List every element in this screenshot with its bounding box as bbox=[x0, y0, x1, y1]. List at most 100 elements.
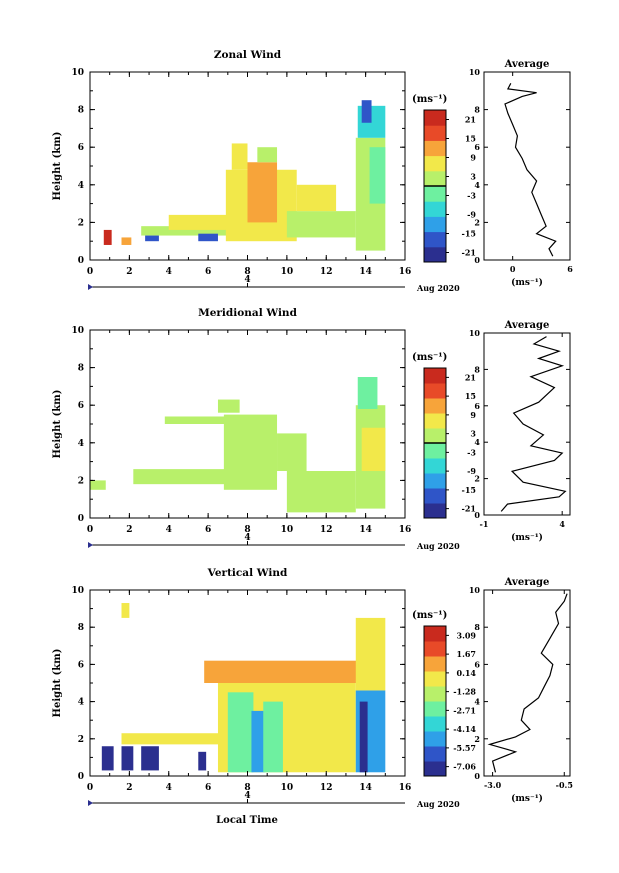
colorbar-unit: (ms⁻¹) bbox=[412, 94, 447, 105]
colorbar-segment bbox=[424, 246, 446, 263]
average-y-tick-label: 8 bbox=[474, 105, 480, 115]
heatmap-cell bbox=[257, 147, 278, 163]
average-y-tick-label: 4 bbox=[474, 697, 480, 707]
x-tick-label: 12 bbox=[320, 525, 333, 535]
colorbar-tick-label: 1.67 bbox=[457, 649, 476, 659]
average-x-tick-label: 6 bbox=[567, 264, 573, 274]
heatmap-cell bbox=[198, 751, 207, 771]
x-tick-label: 2 bbox=[126, 525, 132, 535]
colorbar-frame bbox=[423, 625, 447, 777]
heatmap-cell bbox=[296, 184, 337, 212]
colorbar-tick-label: 21 bbox=[465, 372, 476, 382]
average-y-tick-label: 2 bbox=[474, 217, 480, 227]
colorbar-tick-label: 9 bbox=[470, 410, 476, 420]
colorbar-segment bbox=[424, 686, 446, 702]
average-y-tick-label: 0 bbox=[474, 771, 480, 781]
average-title: Average bbox=[504, 577, 550, 588]
colorbar-segment bbox=[424, 731, 446, 747]
colorbar-segment bbox=[424, 125, 446, 141]
heatmap-cell bbox=[141, 746, 159, 771]
colorbar-segment bbox=[424, 383, 446, 399]
heatmap-cell bbox=[101, 746, 114, 771]
colorbar-segment bbox=[424, 140, 446, 157]
heatmap-cell bbox=[121, 603, 130, 618]
average-x-tick-label: -3.0 bbox=[484, 780, 502, 790]
heatmap-cell bbox=[121, 733, 228, 745]
heatmap-cell bbox=[286, 471, 356, 513]
average-profile-line bbox=[487, 593, 568, 773]
colorbar-unit: (ms⁻¹) bbox=[412, 610, 447, 621]
heatmap-cell bbox=[251, 710, 266, 773]
average-y-tick-label: 10 bbox=[469, 328, 481, 338]
colorbar-segment bbox=[424, 413, 446, 429]
heatmap-cell bbox=[164, 416, 228, 424]
heatmap-cell bbox=[361, 100, 372, 123]
average-y-tick-label: 10 bbox=[469, 585, 481, 595]
average-x-label: (ms⁻¹) bbox=[511, 793, 543, 804]
date-marker bbox=[88, 800, 93, 806]
colorbar-tick-label: -21 bbox=[462, 248, 476, 258]
average-y-tick-label: 2 bbox=[474, 734, 480, 744]
y-tick-label: 0 bbox=[78, 772, 84, 782]
heatmap-cell bbox=[355, 617, 386, 691]
x-tick-label: 6 bbox=[205, 783, 211, 793]
colorbar-tick-label: 15 bbox=[465, 391, 476, 401]
colorbar-tick-label: -2.71 bbox=[453, 705, 476, 715]
x-tick-label: 16 bbox=[399, 267, 412, 277]
x-tick-label: 12 bbox=[320, 783, 333, 793]
x-tick-label: 4 bbox=[166, 267, 172, 277]
x-tick-label: 2 bbox=[126, 267, 132, 277]
date-marker bbox=[88, 542, 93, 548]
y-tick-label: 0 bbox=[78, 256, 84, 266]
heatmap-cell bbox=[369, 147, 386, 204]
colorbar-tick-label: -15 bbox=[462, 229, 476, 239]
average-x-tick-label: 4 bbox=[559, 519, 565, 529]
average-x-tick-label: -1 bbox=[480, 519, 489, 529]
heatmap-cell bbox=[168, 214, 228, 230]
colorbar-segment bbox=[424, 473, 446, 489]
date-label: Aug 2020 bbox=[416, 283, 460, 293]
colorbar-tick-label: -15 bbox=[462, 485, 476, 495]
y-tick-label: 10 bbox=[71, 326, 84, 336]
colorbar-segment bbox=[424, 155, 446, 172]
colorbar-segment bbox=[424, 458, 446, 474]
date-label: Aug 2020 bbox=[416, 541, 460, 551]
y-tick-label: 6 bbox=[78, 401, 84, 411]
average-x-label: (ms⁻¹) bbox=[511, 532, 543, 543]
y-axis-label: Height (km) bbox=[52, 132, 63, 201]
average-y-tick-label: 6 bbox=[474, 401, 480, 411]
colorbar-tick-label: -4.14 bbox=[453, 724, 476, 734]
y-tick-label: 8 bbox=[78, 623, 84, 633]
y-tick-label: 4 bbox=[78, 181, 84, 191]
date-tick-label: 4 bbox=[244, 791, 250, 801]
date-label: Aug 2020 bbox=[416, 799, 460, 809]
average-frame bbox=[483, 332, 571, 516]
heatmap-cell bbox=[204, 660, 358, 683]
heatmap-cell bbox=[361, 427, 386, 471]
heatmap-cell bbox=[359, 701, 368, 773]
average-title: Average bbox=[504, 320, 550, 331]
x-tick-label: 10 bbox=[281, 267, 294, 277]
x-tick-label: 10 bbox=[281, 783, 294, 793]
colorbar-segment bbox=[424, 488, 446, 504]
heatmap-cell bbox=[357, 377, 378, 409]
x-tick-label: 6 bbox=[205, 525, 211, 535]
colorbar-tick-label: -5.57 bbox=[453, 743, 476, 753]
x-tick-label: 2 bbox=[126, 783, 132, 793]
colorbar-segment bbox=[424, 761, 446, 777]
average-y-tick-label: 0 bbox=[474, 510, 480, 520]
date-tick-label: 4 bbox=[244, 275, 250, 285]
x-tick-label: 14 bbox=[359, 783, 372, 793]
colorbar-unit: (ms⁻¹) bbox=[412, 352, 447, 363]
panel-title: Meridional Wind bbox=[198, 307, 297, 319]
x-tick-label: 8 bbox=[244, 267, 250, 277]
colorbar-segment bbox=[424, 656, 446, 672]
x-tick-label: 16 bbox=[399, 525, 412, 535]
colorbar-tick-label: 0.14 bbox=[457, 668, 477, 678]
colorbar-tick-label: 21 bbox=[465, 115, 476, 125]
colorbar-tick-label: -9 bbox=[467, 210, 476, 220]
x-tick-label: 0 bbox=[87, 783, 93, 793]
heatmap-cell bbox=[103, 229, 112, 245]
x-tick-label: 8 bbox=[244, 783, 250, 793]
average-profile-line bbox=[500, 336, 567, 512]
